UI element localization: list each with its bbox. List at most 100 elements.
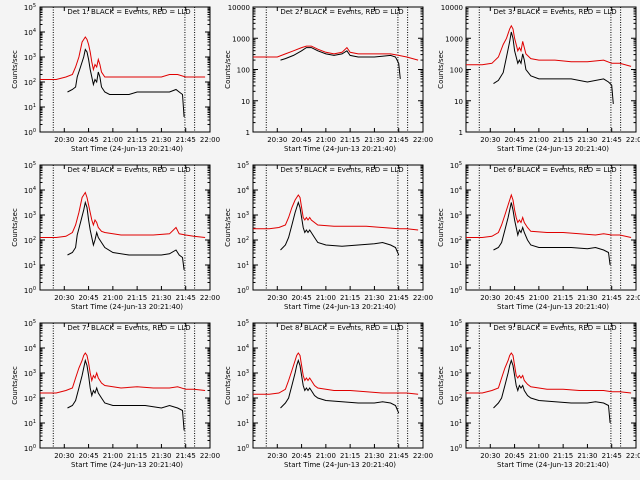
x-tick-label: 21:45 bbox=[602, 452, 622, 460]
x-tick-label: 21:45 bbox=[389, 136, 409, 144]
y-tick-base: 10 bbox=[24, 4, 33, 12]
series-lld-line bbox=[466, 193, 632, 238]
x-tick-label: 20:30 bbox=[480, 136, 500, 144]
x-tick-label: 21:45 bbox=[389, 452, 409, 460]
x-tick-label: 20:45 bbox=[291, 294, 311, 302]
y-tick-label: 10000 bbox=[228, 4, 250, 12]
y-tick-exponent: 4 bbox=[33, 344, 36, 350]
panel-det-7: 20:30 20:45 21:00 21:15 21:30 21:45 22:0010010… bbox=[11, 319, 220, 469]
y-tick-exponent: 2 bbox=[459, 394, 462, 400]
y-tick-base: 10 bbox=[24, 370, 33, 378]
y-tick-base: 10 bbox=[450, 420, 459, 428]
y-tick-label: 1000 bbox=[232, 35, 250, 43]
y-axis-label: Counts/sec bbox=[224, 366, 232, 405]
x-axis-label: Start Time (24-Jun-13 20:21:40) bbox=[71, 461, 183, 469]
plot-frame bbox=[465, 322, 637, 449]
x-axis-label: Start Time (24-Jun-13 20:21:40) bbox=[71, 145, 183, 153]
y-tick-label: 105 bbox=[450, 319, 462, 328]
series-lld-line bbox=[466, 24, 632, 67]
x-tick-label: 21:00 bbox=[529, 294, 549, 302]
panel-det-4: 20:30 20:45 21:00 21:15 21:30 21:45 22:0010010… bbox=[11, 161, 220, 311]
y-tick-exponent: 3 bbox=[33, 211, 36, 217]
y-tick-base: 10 bbox=[24, 54, 33, 62]
x-tick-label: 21:30 bbox=[364, 452, 384, 460]
y-tick-exponent: 0 bbox=[33, 444, 36, 450]
y-axis-label: Counts/sec bbox=[11, 208, 19, 247]
y-tick-exponent: 4 bbox=[33, 28, 36, 34]
y-tick-label: 103 bbox=[237, 211, 249, 220]
y-tick-base: 10 bbox=[450, 212, 459, 220]
x-tick-label: 21:45 bbox=[176, 452, 196, 460]
x-tick-label: 21:45 bbox=[602, 294, 622, 302]
y-tick-label: 100 bbox=[450, 67, 463, 75]
x-tick-label: 22:00 bbox=[413, 294, 433, 302]
series-lld-line bbox=[253, 194, 419, 231]
x-tick-label: 20:45 bbox=[78, 452, 98, 460]
y-tick-exponent: 1 bbox=[33, 103, 36, 109]
x-tick-label: 20:30 bbox=[480, 294, 500, 302]
x-tick-label: 21:15 bbox=[553, 294, 573, 302]
x-axis-label: Start Time (24-Jun-13 20:21:40) bbox=[284, 303, 396, 311]
x-tick-label: 21:15 bbox=[127, 294, 147, 302]
x-axis-label: Start Time (24-Jun-13 20:21:40) bbox=[284, 145, 396, 153]
x-tick-label: 21:15 bbox=[553, 452, 573, 460]
y-tick-base: 10 bbox=[24, 320, 33, 328]
y-tick-exponent: 2 bbox=[33, 78, 36, 84]
y-tick-base: 10 bbox=[24, 262, 33, 270]
x-tick-label: 20:30 bbox=[54, 452, 74, 460]
y-tick-base: 10 bbox=[24, 237, 33, 245]
panel-title: Det 2: BLACK = Events, RED = LLD bbox=[280, 8, 403, 16]
x-tick-label: 21:00 bbox=[316, 452, 336, 460]
y-tick-exponent: 1 bbox=[459, 419, 462, 425]
panel-det-6: 20:3020:4521:0021:1521:3021:4522:0010010… bbox=[437, 161, 640, 311]
plot-frame bbox=[39, 6, 211, 133]
x-tick-label: 20:30 bbox=[54, 136, 74, 144]
y-tick-base: 10 bbox=[450, 187, 459, 195]
y-tick-exponent: 3 bbox=[33, 369, 36, 375]
y-tick-exponent: 0 bbox=[246, 286, 249, 292]
panel-title: Det 3: BLACK = Events, RED = LLD bbox=[493, 8, 616, 16]
y-tick-base: 10 bbox=[24, 420, 33, 428]
y-tick-exponent: 3 bbox=[459, 369, 462, 375]
y-tick-exponent: 5 bbox=[246, 319, 249, 325]
y-tick-base: 10 bbox=[450, 345, 459, 353]
x-tick-label: 21:30 bbox=[364, 136, 384, 144]
y-tick-base: 10 bbox=[237, 420, 246, 428]
y-tick-exponent: 5 bbox=[33, 319, 36, 325]
x-tick-label: 21:15 bbox=[127, 452, 147, 460]
y-tick-exponent: 3 bbox=[459, 211, 462, 217]
panel-title: Det 8: BLACK = Events, RED = LLD bbox=[280, 324, 403, 332]
y-tick-label: 102 bbox=[450, 236, 462, 245]
series-lld-line bbox=[466, 352, 632, 394]
y-tick-exponent: 1 bbox=[459, 261, 462, 267]
x-tick-label: 21:00 bbox=[316, 136, 336, 144]
y-tick-exponent: 2 bbox=[33, 394, 36, 400]
x-tick-label: 21:00 bbox=[529, 452, 549, 460]
y-tick-label: 103 bbox=[450, 211, 462, 220]
y-tick-exponent: 4 bbox=[246, 186, 249, 192]
x-tick-label: 22:00 bbox=[200, 136, 220, 144]
x-tick-label: 21:15 bbox=[340, 294, 360, 302]
series-lld-line bbox=[40, 36, 206, 80]
y-tick-base: 10 bbox=[450, 237, 459, 245]
x-tick-label: 21:30 bbox=[151, 294, 171, 302]
x-tick-label: 20:45 bbox=[504, 136, 524, 144]
y-tick-label: 10000 bbox=[441, 4, 463, 12]
x-axis-label: Start Time (24-Jun-13 20:21:40) bbox=[497, 145, 609, 153]
y-tick-label: 100 bbox=[24, 128, 36, 137]
y-tick-label: 1 bbox=[246, 129, 250, 137]
series-events-line bbox=[67, 358, 185, 431]
x-tick-label: 21:45 bbox=[389, 294, 409, 302]
x-tick-label: 20:45 bbox=[78, 294, 98, 302]
x-tick-label: 20:30 bbox=[480, 452, 500, 460]
y-tick-base: 10 bbox=[237, 445, 246, 453]
y-tick-label: 100 bbox=[237, 67, 250, 75]
y-tick-base: 10 bbox=[237, 237, 246, 245]
panel-title: Det 4: BLACK = Events, RED = LLD bbox=[67, 166, 190, 174]
plot-frame bbox=[39, 164, 211, 291]
y-tick-label: 102 bbox=[450, 394, 462, 403]
panel-det-8: 20:30 20:45 21:00 21:15 21:30 21:45 22:0010010… bbox=[224, 319, 433, 469]
y-tick-label: 100 bbox=[237, 444, 249, 453]
y-tick-exponent: 1 bbox=[246, 261, 249, 267]
y-tick-base: 10 bbox=[237, 370, 246, 378]
